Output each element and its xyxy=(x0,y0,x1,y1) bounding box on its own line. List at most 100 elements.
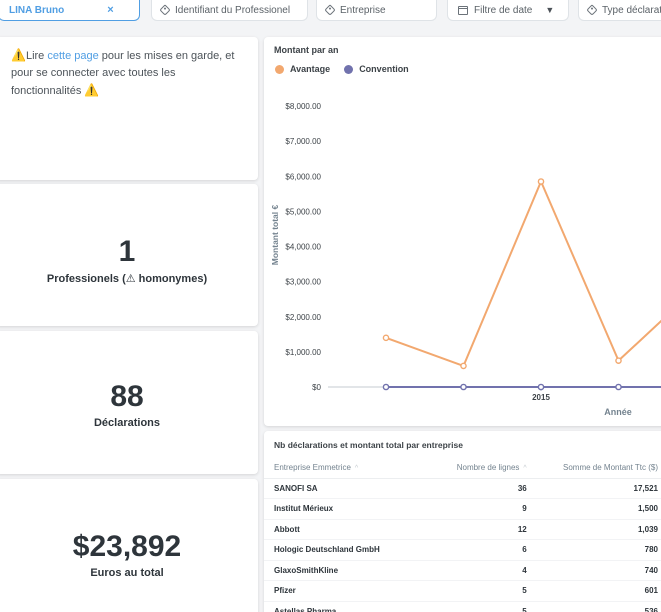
legend-item-avantage[interactable]: Avantage xyxy=(275,64,330,74)
table-row[interactable]: Abbott 12 1,039 xyxy=(264,519,661,540)
table-header-row: Entreprise Emmetrice ^ Nombre de lignes ^ … xyxy=(264,457,661,479)
legend-dot xyxy=(275,64,284,74)
cell-row-count: 4 xyxy=(434,560,537,581)
notice-text: ⚠️Lire cette page pour les mises en gard… xyxy=(0,37,258,100)
cell-company: Institut Mérieux xyxy=(264,498,434,520)
column-header-label: Entreprise Emmetrice xyxy=(274,462,351,472)
filter-professional-id[interactable]: Identifiant du Professionel xyxy=(151,0,308,21)
y-tick-label: $2,000.00 xyxy=(285,313,321,322)
scalar-value: 88 xyxy=(110,380,144,413)
y-tick-label: $5,000.00 xyxy=(285,207,321,216)
cell-company: Pfizer xyxy=(264,580,434,602)
y-tick-label: $4,000.00 xyxy=(285,243,321,252)
series-line-avantage xyxy=(385,180,661,367)
x-tick-label: 2015 xyxy=(532,393,550,402)
filter-label: Identifiant du Professionel xyxy=(175,4,291,16)
notice-text-start: Lire xyxy=(25,50,48,62)
data-point[interactable] xyxy=(537,178,545,185)
y-tick-label: $3,000.00 xyxy=(285,278,321,287)
filter-company[interactable]: Entreprise xyxy=(316,0,437,21)
column-header-amount[interactable]: Somme de Montant Ttc ($) xyxy=(536,457,661,479)
tag-icon xyxy=(159,4,171,16)
cell-company: Astellas Pharma xyxy=(264,601,434,612)
sort-icon: ^ xyxy=(354,464,359,472)
cell-company: Hologic Deutschland GmbH xyxy=(264,539,434,561)
notice-link[interactable]: cette page xyxy=(47,50,99,62)
column-header-rows[interactable]: Nombre de lignes ^ xyxy=(434,457,537,479)
chevron-down-icon: ▼ xyxy=(545,5,555,15)
table-title: Nb déclarations et montant total par ent… xyxy=(274,440,463,450)
cell-amount: 536 xyxy=(536,601,661,612)
table-row[interactable]: Pfizer 5 601 xyxy=(264,580,661,602)
warning-icon: ⚠️ xyxy=(11,48,26,62)
scalar-label: Professionels (⚠ homonymes) xyxy=(46,273,208,285)
y-tick-label: $1,000.00 xyxy=(285,348,321,357)
chart-title: Montant par an xyxy=(274,45,339,55)
y-tick-label: $0 xyxy=(312,383,321,392)
amount-by-year-card: Montant par an Avantage Convention $0 $1,… xyxy=(264,37,661,426)
legend-label: Convention xyxy=(359,64,409,74)
scalar-label: Déclarations xyxy=(93,417,161,429)
filter-label: Type déclarat xyxy=(602,4,661,16)
y-tick-label: $7,000.00 xyxy=(285,137,321,146)
legend-label: Avantage xyxy=(290,64,331,74)
filter-professional-name[interactable]: LINA Bruno × xyxy=(0,0,140,21)
data-point[interactable] xyxy=(382,334,390,342)
cell-company: GlaxoSmithKline xyxy=(264,560,434,581)
filter-declaration-type[interactable]: Type déclarat xyxy=(578,0,661,21)
legend-dot xyxy=(344,64,354,74)
scalar-label: Euros au total xyxy=(90,566,164,579)
cell-amount: 740 xyxy=(536,560,661,581)
data-point[interactable] xyxy=(382,383,390,391)
cell-company: SANOFI SA xyxy=(264,478,434,499)
y-tick-label: $8,000.00 xyxy=(285,102,321,111)
cell-amount: 1,039 xyxy=(536,519,661,540)
scalar-value: $23,892 xyxy=(72,529,182,563)
close-icon[interactable]: × xyxy=(107,4,114,16)
data-point[interactable] xyxy=(460,383,467,391)
company-table-card: Nb déclarations et montant total par ent… xyxy=(264,431,661,612)
table-row[interactable]: Institut Mérieux 9 1,500 xyxy=(264,498,661,520)
table-row[interactable]: Astellas Pharma 5 536 xyxy=(264,601,661,612)
x-axis-label: Année xyxy=(604,407,632,417)
warning-icon: ⚠️ xyxy=(84,83,100,97)
scalar-value: 1 xyxy=(118,235,136,268)
cell-row-count: 5 xyxy=(434,580,537,602)
y-tick-label: $6,000.00 xyxy=(285,172,321,181)
data-point[interactable] xyxy=(615,357,622,364)
cell-amount: 601 xyxy=(536,580,661,602)
tag-icon xyxy=(324,4,336,16)
data-point[interactable] xyxy=(460,362,467,370)
cell-row-count: 36 xyxy=(434,478,537,499)
tag-icon xyxy=(586,4,598,16)
table-row[interactable]: GlaxoSmithKline 4 740 xyxy=(264,560,661,581)
declarations-count-card: 88 Déclarations xyxy=(0,331,258,474)
cell-row-count: 9 xyxy=(434,498,537,520)
y-axis-label: Montant total € xyxy=(270,205,280,266)
cell-row-count: 12 xyxy=(434,519,537,540)
data-point[interactable] xyxy=(537,383,545,391)
table-row[interactable]: SANOFI SA 36 17,521 xyxy=(264,478,661,499)
notice-text-end: pour les mises en garde, et pour se conn… xyxy=(11,50,235,97)
cell-row-count: 5 xyxy=(434,601,537,612)
data-point[interactable] xyxy=(615,383,622,391)
cell-amount: 17,521 xyxy=(536,478,661,499)
cell-company: Abbott xyxy=(264,519,434,540)
cell-amount: 1,500 xyxy=(536,498,661,520)
total-euros-card: $23,892 Euros au total xyxy=(0,479,258,612)
table-row[interactable]: Hologic Deutschland GmbH 6 780 xyxy=(264,539,661,561)
cell-amount: 780 xyxy=(536,539,661,561)
column-header-label: Nombre de lignes xyxy=(456,462,520,472)
sort-icon: ^ xyxy=(523,464,527,472)
column-header-label: Somme de Montant Ttc ($) xyxy=(563,462,658,472)
calendar-icon xyxy=(458,5,468,15)
filter-label: Filtre de date xyxy=(474,4,533,16)
notice-card: ⚠️Lire cette page pour les mises en gard… xyxy=(0,37,258,180)
chart-legend: Avantage Convention xyxy=(275,64,423,74)
legend-item-convention[interactable]: Convention xyxy=(344,64,409,74)
column-header-company[interactable]: Entreprise Emmetrice ^ xyxy=(264,457,434,479)
professionals-count-card: 1 Professionels (⚠ homonymes) xyxy=(0,184,258,326)
cell-row-count: 6 xyxy=(434,539,537,561)
filter-date[interactable]: Filtre de date ▼ xyxy=(447,0,569,21)
filter-label: LINA Bruno xyxy=(9,4,65,16)
